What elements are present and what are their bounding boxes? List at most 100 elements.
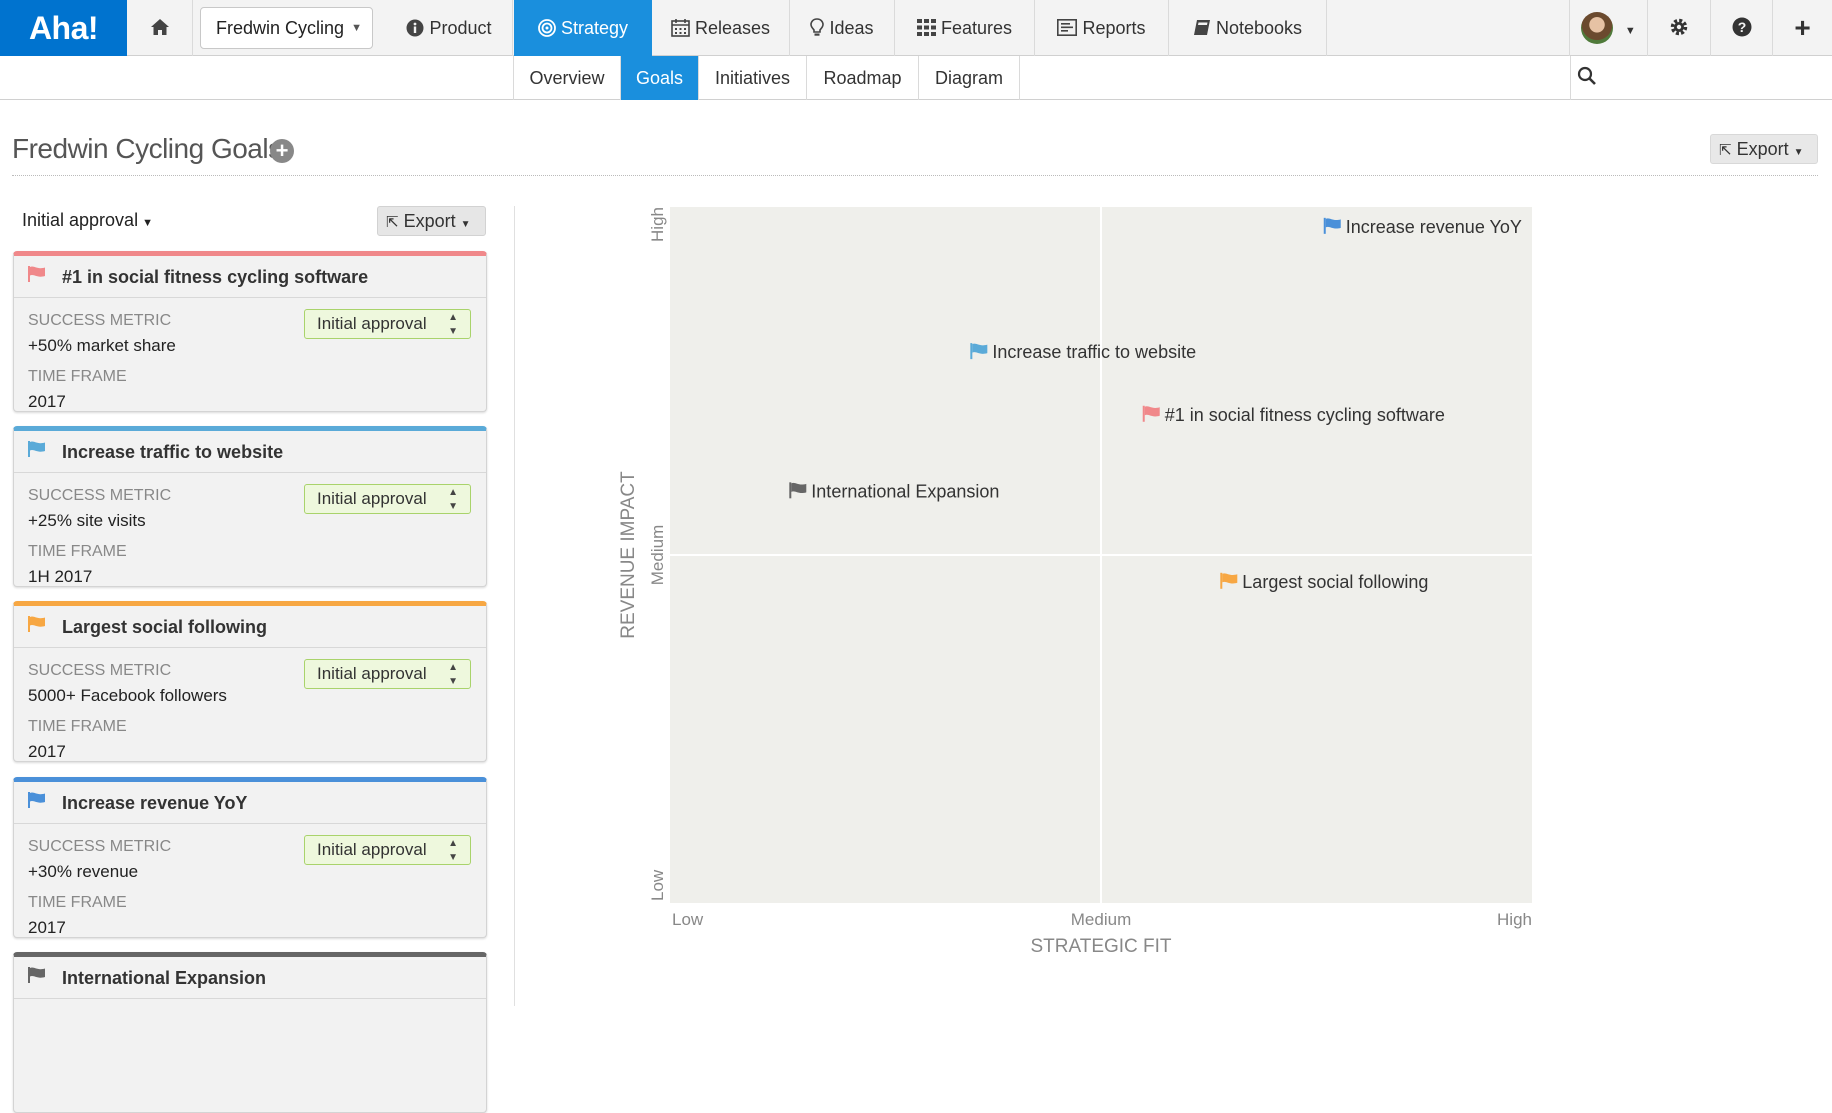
aha-logo[interactable]: Aha! bbox=[0, 0, 127, 56]
book-icon bbox=[1193, 1, 1211, 57]
nav-notebooks[interactable]: Notebooks bbox=[1169, 0, 1327, 56]
status-filter[interactable]: Initial approval ▼ bbox=[22, 210, 153, 231]
nav-features-label: Features bbox=[940, 18, 1013, 38]
target-icon bbox=[538, 1, 556, 57]
time-frame-value: 1H 2017 bbox=[28, 567, 93, 586]
status-select[interactable]: Initial approval ▲ ▼ bbox=[304, 659, 471, 689]
status-select[interactable]: Initial approval ▲ ▼ bbox=[304, 835, 471, 865]
list-export-button[interactable]: ⇱ Export ▼ bbox=[377, 206, 486, 236]
time-frame-value: 2017 bbox=[28, 742, 66, 761]
nav-strategy[interactable]: Strategy bbox=[514, 0, 652, 56]
caret-down-icon: ▼ bbox=[142, 217, 153, 229]
calendar-icon bbox=[671, 1, 690, 57]
goal-point[interactable]: International Expansion bbox=[789, 481, 999, 501]
panel-divider bbox=[514, 206, 515, 1006]
sort-arrows-icon: ▲ ▼ bbox=[448, 662, 458, 687]
x-axis-label: STRATEGIC FIT bbox=[1030, 936, 1171, 957]
search-icon[interactable] bbox=[1577, 66, 1597, 92]
flag-icon bbox=[28, 792, 46, 813]
tab-initiatives[interactable]: Initiatives bbox=[699, 56, 807, 100]
status-select[interactable]: Initial approval ▲ ▼ bbox=[304, 309, 471, 339]
user-menu[interactable]: ▼ bbox=[1569, 0, 1647, 56]
nav-ideas[interactable]: Ideas bbox=[790, 0, 895, 56]
x-tick-label: Medium bbox=[1071, 910, 1131, 929]
home-icon bbox=[150, 1, 170, 57]
goal-point-label[interactable]: Increase revenue YoY bbox=[1346, 217, 1522, 237]
home-button[interactable] bbox=[127, 0, 193, 56]
goal-card-header: Largest social following bbox=[14, 606, 486, 648]
sub-nav: Overview Goals Initiatives Roadmap Diagr… bbox=[0, 56, 1832, 100]
goal-title[interactable]: Increase traffic to website bbox=[62, 442, 284, 462]
caret-down-icon: ▼ bbox=[351, 22, 362, 34]
flag-icon bbox=[1323, 217, 1341, 234]
goals-chart: Low Medium High Low Medium High STRATEGIC FIT R… bbox=[618, 207, 1532, 957]
info-icon bbox=[406, 1, 424, 57]
success-metric-label: SUCCESS METRIC bbox=[28, 838, 172, 855]
goal-point[interactable]: Largest social following bbox=[1220, 572, 1428, 592]
status-select-value: Initial approval bbox=[317, 840, 427, 859]
nav-product-label: Product bbox=[429, 18, 492, 38]
help-button[interactable]: ? bbox=[1710, 0, 1772, 56]
svg-text:?: ? bbox=[1737, 19, 1746, 35]
goal-point-label[interactable]: #1 in social fitness cycling software bbox=[1165, 405, 1445, 425]
tab-goals[interactable]: Goals bbox=[621, 56, 699, 100]
goal-card-header: #1 in social fitness cycling software bbox=[14, 256, 486, 298]
goal-card[interactable]: #1 in social fitness cycling software SUC… bbox=[13, 251, 487, 412]
success-metric-value: 5000+ Facebook followers bbox=[28, 686, 227, 705]
success-metric-value: +50% market share bbox=[28, 336, 176, 355]
success-metric-label: SUCCESS METRIC bbox=[28, 662, 172, 679]
nav-features[interactable]: Features bbox=[895, 0, 1035, 56]
product-select[interactable]: Fredwin Cycling ▼ bbox=[200, 7, 373, 49]
add-goal-icon[interactable]: + bbox=[270, 139, 294, 163]
success-metric-value: +25% site visits bbox=[28, 511, 146, 530]
nav-product[interactable]: Product bbox=[386, 0, 513, 56]
status-select-value: Initial approval bbox=[317, 489, 427, 508]
page-title: Fredwin Cycling Goals bbox=[12, 133, 282, 164]
grid-icon bbox=[916, 1, 936, 57]
goal-title[interactable]: Largest social following bbox=[62, 617, 268, 637]
settings-button[interactable] bbox=[1647, 0, 1710, 56]
flag-icon bbox=[1142, 405, 1160, 422]
report-icon bbox=[1057, 1, 1078, 57]
lightbulb-icon bbox=[810, 1, 825, 57]
success-metric-label: SUCCESS METRIC bbox=[28, 487, 172, 504]
x-tick-label: Low bbox=[672, 910, 704, 929]
nav-releases[interactable]: Releases bbox=[652, 0, 790, 56]
goal-point[interactable]: #1 in social fitness cycling software bbox=[1142, 405, 1445, 425]
export-button[interactable]: ⇱ Export ▼ bbox=[1710, 134, 1818, 164]
goal-point-label[interactable]: Increase traffic to website bbox=[992, 342, 1196, 362]
goal-title[interactable]: International Expansion bbox=[62, 968, 267, 988]
goal-card[interactable]: Largest social following SUCCESS METRIC 50… bbox=[13, 601, 487, 762]
nav-reports[interactable]: Reports bbox=[1035, 0, 1169, 56]
flag-icon bbox=[28, 616, 46, 637]
status-select-value: Initial approval bbox=[317, 314, 427, 333]
flag-icon bbox=[1220, 572, 1238, 589]
goals-chart-svg: Low Medium High Low Medium High STRATEGIC FIT R… bbox=[618, 207, 1532, 957]
goal-point-label[interactable]: Largest social following bbox=[1242, 572, 1428, 592]
goal-card[interactable]: Increase revenue YoY SUCCESS METRIC +30% r… bbox=[13, 777, 487, 938]
nav-ideas-label: Ideas bbox=[829, 18, 874, 38]
goal-card[interactable]: Increase traffic to website SUCCESS METRI… bbox=[13, 426, 487, 587]
goal-title[interactable]: #1 in social fitness cycling software bbox=[62, 267, 369, 287]
sort-arrows-icon: ▲ ▼ bbox=[448, 487, 458, 512]
goal-point-label[interactable]: International Expansion bbox=[811, 481, 999, 501]
sort-arrows-icon: ▲ ▼ bbox=[448, 838, 458, 863]
y-tick-label: Medium bbox=[648, 525, 667, 585]
nav-reports-label: Reports bbox=[1082, 18, 1146, 38]
nav-releases-label: Releases bbox=[694, 18, 771, 38]
search-area[interactable] bbox=[1570, 56, 1832, 100]
goal-card-header: International Expansion bbox=[14, 957, 486, 999]
add-button[interactable]: + bbox=[1772, 0, 1832, 56]
caret-down-icon: ▼ bbox=[1624, 25, 1636, 37]
goal-point[interactable]: Increase revenue YoY bbox=[1323, 217, 1522, 237]
time-frame-value: 2017 bbox=[28, 918, 66, 937]
y-axis-label: REVENUE IMPACT bbox=[618, 471, 639, 639]
time-frame-label: TIME FRAME bbox=[28, 894, 127, 911]
tab-overview[interactable]: Overview bbox=[513, 56, 621, 100]
goal-title[interactable]: Increase revenue YoY bbox=[62, 793, 248, 813]
caret-down-icon: ▼ bbox=[460, 219, 471, 230]
tab-diagram[interactable]: Diagram bbox=[919, 56, 1020, 100]
tab-roadmap[interactable]: Roadmap bbox=[807, 56, 919, 100]
status-select[interactable]: Initial approval ▲ ▼ bbox=[304, 484, 471, 514]
goal-point[interactable]: Increase traffic to website bbox=[970, 342, 1196, 362]
